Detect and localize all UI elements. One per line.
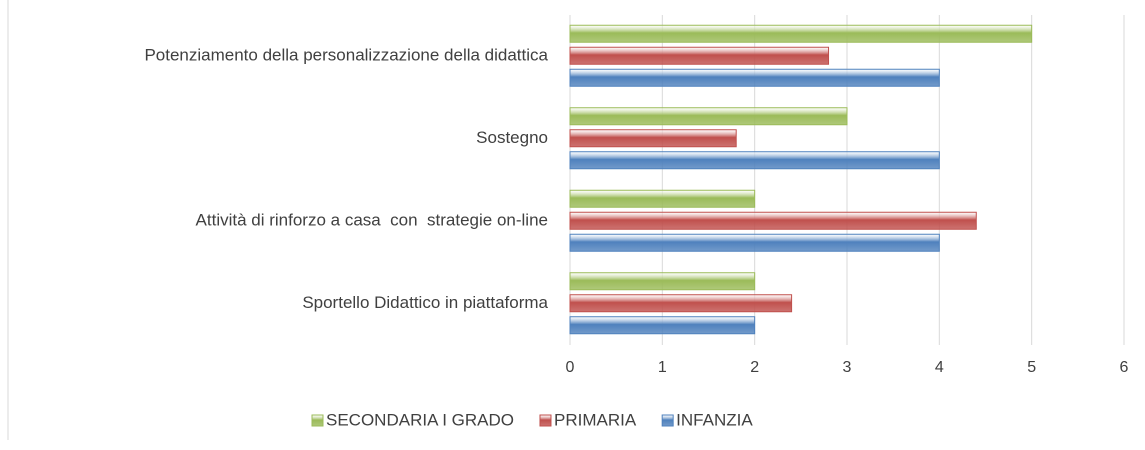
bar <box>569 211 977 230</box>
legend-label: INFANZIA <box>676 410 753 429</box>
x-tick-label: 5 <box>1027 359 1036 376</box>
x-tick-label: 0 <box>566 359 575 376</box>
bar <box>569 107 848 126</box>
x-tick-label: 2 <box>750 359 759 376</box>
x-tick-label: 1 <box>658 359 667 376</box>
x-tick-label: 6 <box>1120 359 1129 376</box>
legend-swatch <box>661 414 674 427</box>
y-tick-label: Potenziamento della personalizzazione de… <box>144 46 548 65</box>
bar <box>569 294 793 313</box>
bar <box>569 68 940 87</box>
x-tick-label: 3 <box>843 359 852 376</box>
bar <box>569 189 756 208</box>
bar <box>569 316 756 335</box>
bar <box>569 129 737 148</box>
legend-swatch <box>311 414 324 427</box>
legend-label: SECONDARIA I GRADO <box>326 410 514 429</box>
bar <box>569 46 830 65</box>
bar <box>569 233 940 252</box>
bar <box>569 272 756 291</box>
bar <box>569 151 940 170</box>
bar <box>569 24 1033 43</box>
y-tick-label: Sostegno <box>476 128 548 147</box>
y-tick-label: Attività di rinforzo a casa con strategi… <box>196 211 548 230</box>
x-tick-label: 4 <box>935 359 944 376</box>
y-tick-label: Sportello Didattico in piattaforma <box>302 293 548 312</box>
legend-swatch <box>539 414 552 427</box>
legend-label: PRIMARIA <box>554 410 637 429</box>
